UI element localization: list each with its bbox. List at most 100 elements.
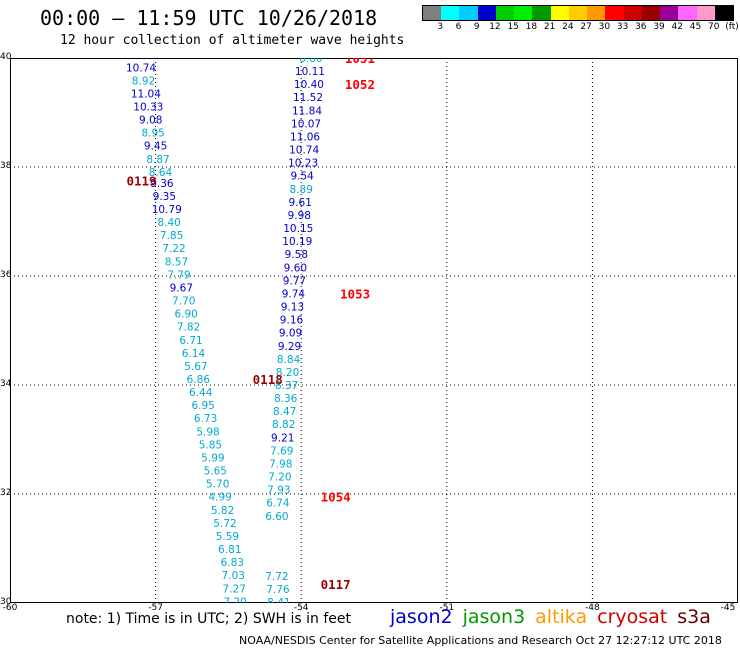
legend-label: 9 <box>473 22 480 32</box>
wave-height-value: 9.08 <box>139 115 162 127</box>
legend-label: 18 <box>525 22 538 32</box>
legend-swatch <box>477 6 496 20</box>
wave-height-value: 6.14 <box>182 348 206 360</box>
pass-number-label: 1052 <box>345 77 375 92</box>
wave-height-value: 8.41 <box>267 597 290 603</box>
wave-height-value: 10.79 <box>152 204 182 216</box>
wave-height-value: 6.86 <box>187 374 211 386</box>
wave-height-value: 9.21 <box>271 432 294 444</box>
wave-height-value: 9.16 <box>280 315 304 327</box>
wave-height-value: 7.93 <box>267 485 290 497</box>
wave-height-value: 9.77 <box>283 275 306 287</box>
wave-height-value: 9.45 <box>144 141 167 153</box>
wave-height-value: 6.81 <box>218 544 241 556</box>
pass-number-label: 0118 <box>253 372 283 387</box>
wave-height-value: 8.80 <box>299 58 322 65</box>
longitude-tick-label: -54 <box>293 603 309 613</box>
legend-swatch <box>532 6 551 20</box>
wave-height-value: 7.79 <box>167 269 190 281</box>
legend-swatch <box>495 6 515 20</box>
wave-height-value: 8.84 <box>277 354 301 366</box>
wave-height-value: 9.13 <box>281 302 304 314</box>
wave-height-value: 8.40 <box>157 217 180 229</box>
wave-height-value: 7.20 <box>223 596 246 603</box>
wave-height-value: 6.83 <box>221 557 244 569</box>
latitude-tick-label: 30 <box>0 597 12 607</box>
legend-swatch <box>641 6 661 20</box>
wave-height-map: 10.748.9211.0410.339.088.959.458.878.649… <box>10 58 738 603</box>
legend-swatch <box>623 6 642 20</box>
wave-height-value: 5.72 <box>213 518 236 530</box>
wave-height-value: 9.58 <box>285 249 308 261</box>
wave-height-value: 7.85 <box>160 230 183 242</box>
wave-height-value: 11.84 <box>292 105 322 117</box>
pass-number-label: 1054 <box>321 490 351 505</box>
wave-height-value: 5.67 <box>184 361 207 373</box>
satellite-label-jason2: jason2 <box>390 606 453 628</box>
legend-label: 27 <box>580 22 592 32</box>
legend-label: 12 <box>489 22 501 32</box>
wave-height-value: 5.59 <box>216 531 239 543</box>
longitude-tick-label: -57 <box>148 603 163 613</box>
satellite-label-s3a: s3a <box>677 606 711 628</box>
latitude-tick-label: 36 <box>0 270 12 280</box>
legend-label: 70 <box>708 22 720 32</box>
satellite-legend: jason2 jason3 altika cryosat s3a <box>390 606 721 628</box>
legend-swatch <box>514 6 533 20</box>
map-frame <box>10 58 738 603</box>
legend-swatch <box>550 6 569 20</box>
legend-label: 24 <box>562 22 574 32</box>
legend-swatch <box>660 6 679 20</box>
wave-height-value: 7.72 <box>265 571 288 583</box>
wave-height-value: 9.74 <box>282 288 306 300</box>
wave-height-value: 9.35 <box>153 191 176 203</box>
pass-number-label: 0119 <box>126 174 156 189</box>
wave-height-value: 8.36 <box>274 393 298 405</box>
wave-height-value: 6.60 <box>265 511 288 523</box>
wave-height-value: 10.40 <box>294 79 324 91</box>
legend-swatch <box>423 6 442 20</box>
wave-height-value: 8.57 <box>165 256 188 268</box>
satellite-label-altika: altika <box>535 606 588 628</box>
wave-height-value: 10.23 <box>288 158 318 170</box>
wave-height-value: 6.95 <box>191 400 214 412</box>
wave-height-value: 9.67 <box>170 282 193 294</box>
wave-height-value: 8.89 <box>290 184 313 196</box>
wave-height-value: 6.90 <box>174 309 197 321</box>
wave-height-value: 5.98 <box>196 426 219 438</box>
legend-swatch <box>459 6 478 20</box>
wave-height-value: 7.98 <box>269 458 292 470</box>
wave-height-value: 7.27 <box>223 583 246 595</box>
wave-height-value: 7.76 <box>266 584 290 596</box>
satellite-label-jason3: jason3 <box>462 606 526 628</box>
legend-label: 15 <box>507 22 519 32</box>
page-title: 00:00 – 11:59 UTC 10/26/2018 <box>40 6 378 30</box>
pass-number-label: 1051 <box>345 58 375 66</box>
map-grid <box>10 58 738 603</box>
legend-swatch <box>696 6 715 20</box>
latitude-tick-label: 40 <box>0 52 12 62</box>
wave-height-value: 9.61 <box>289 197 312 209</box>
legend-swatch <box>678 6 697 20</box>
wave-height-value: 8.47 <box>273 406 296 418</box>
wave-height-value: 7.70 <box>172 296 195 308</box>
legend-label: 42 <box>671 22 684 32</box>
wave-height-value: 10.15 <box>283 223 313 235</box>
latitude-tick-label: 38 <box>0 161 12 171</box>
pass-labels: 01191051105210530118105401170116 <box>126 58 375 592</box>
legend-swatch <box>587 6 606 20</box>
wave-height-value: 10.33 <box>133 102 163 114</box>
legend-label: 39 <box>653 22 665 32</box>
wave-height-value: 8.64 <box>149 167 173 179</box>
wave-height-value: 8.95 <box>141 128 164 140</box>
wave-height-value: 4.99 <box>208 492 231 504</box>
legend-label: 45 <box>689 22 702 32</box>
wave-height-value: 5.70 <box>206 479 229 491</box>
credit-footer: NOAA/NESDIS Center for Satellite Applica… <box>239 634 722 647</box>
wave-height-value: 5.65 <box>204 466 227 478</box>
wave-height-value: 10.74 <box>289 145 319 157</box>
wave-height-value: 6.71 <box>179 335 202 347</box>
altimeter-tracks: 10.748.9211.0410.339.088.959.458.878.649… <box>126 58 325 603</box>
wave-height-value: 5.85 <box>199 439 222 451</box>
pass-number-label: 1053 <box>340 286 370 301</box>
